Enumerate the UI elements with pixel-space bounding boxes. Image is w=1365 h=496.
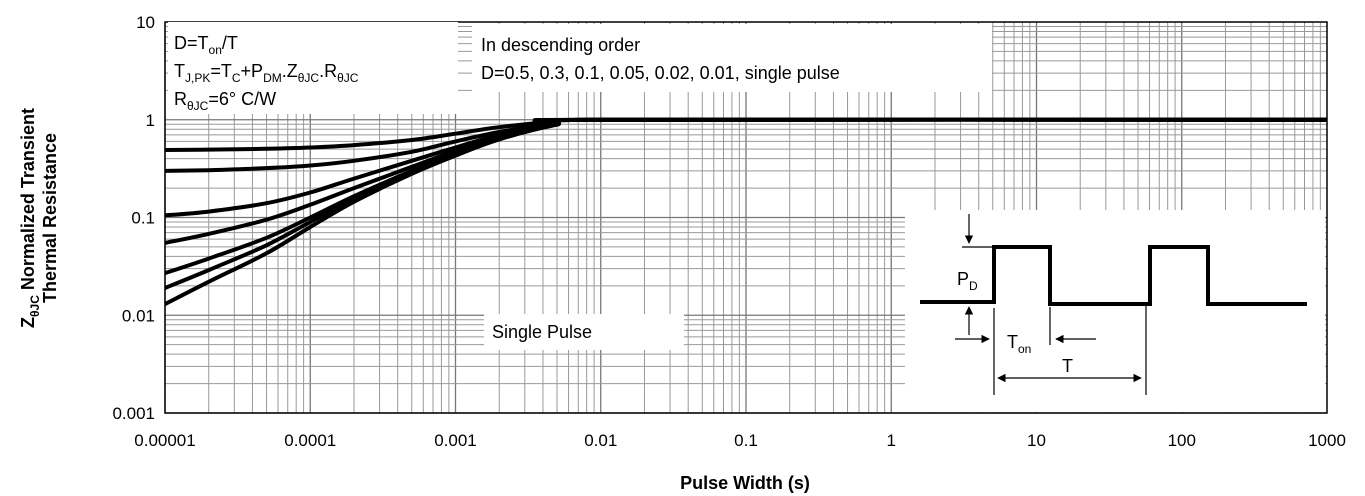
x-tick-label: 0.0001: [284, 431, 336, 450]
svg-text:Thermal Resistance: Thermal Resistance: [40, 133, 60, 303]
y-tick-label: 0.01: [122, 306, 155, 325]
x-tick-label: 10: [1027, 431, 1046, 450]
y-tick-labels: 0.001 0.01 0.1 1 10: [112, 13, 155, 423]
x-axis-title: Pulse Width (s): [680, 473, 810, 493]
x-tick-label: 0.1: [734, 431, 758, 450]
x-tick-label: 0.00001: [134, 431, 195, 450]
pulse-waveform: [920, 245, 1307, 306]
plot-frame: [164, 21, 1328, 414]
y-axis-title: ZθJC Normalized Transient Thermal Resist…: [18, 108, 60, 328]
order-note-line2: D=0.5, 0.3, 0.1, 0.05, 0.02, 0.01, singl…: [481, 63, 840, 83]
period-label: T: [1062, 356, 1073, 376]
thermal-resistance-value: RθJC=6° C/W: [174, 89, 276, 113]
x-tick-label: 100: [1168, 431, 1196, 450]
single-pulse-box: [484, 314, 684, 350]
y-tick-label: 0.001: [112, 404, 155, 423]
svg-text:ZθJC Normalized Transient: ZθJC Normalized Transient: [18, 108, 42, 328]
y-tick-label: 10: [136, 13, 155, 32]
series-lines: [164, 117, 1328, 306]
single-pulse-label: Single Pulse: [492, 322, 592, 342]
x-tick-label: 1000: [1308, 431, 1346, 450]
x-tick-labels: 0.00001 0.0001 0.001 0.01 0.1 1 10 100 1000: [134, 431, 1346, 450]
y-tick-label: 1: [146, 111, 155, 130]
order-note-line1: In descending order: [481, 35, 640, 55]
formula-box: [168, 22, 458, 114]
y-tick-label: 0.1: [131, 209, 155, 228]
inset-box: [905, 210, 1325, 412]
junction-temp-formula: TJ,PK=TC+PDM.ZθJC.RθJC: [174, 61, 359, 85]
series-line: [164, 117, 1328, 306]
x-tick-label: 1: [887, 431, 896, 450]
pd-label: PD: [957, 269, 978, 293]
ton-label: Ton: [1007, 332, 1031, 356]
order-box: [472, 24, 992, 92]
x-tick-label: 0.01: [584, 431, 617, 450]
duty-cycle-formula: D=Ton/T: [174, 33, 238, 57]
pulse-diagram: PD Ton T: [920, 214, 1307, 395]
x-tick-label: 0.001: [434, 431, 477, 450]
